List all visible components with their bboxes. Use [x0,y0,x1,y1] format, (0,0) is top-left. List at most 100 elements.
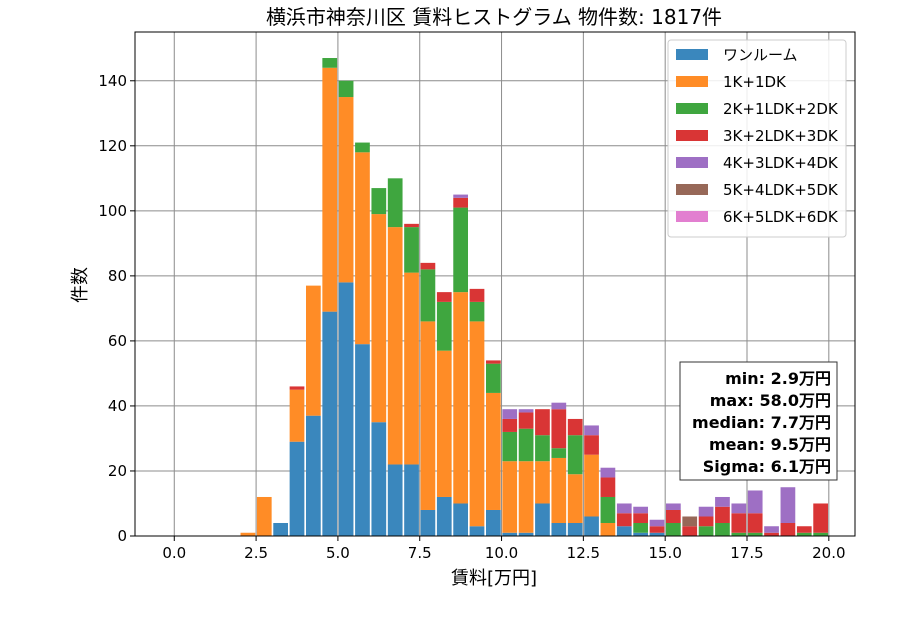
bar-segment [404,227,419,273]
legend-swatch [676,49,708,60]
stats-line: Sigma: 6.1万円 [703,457,831,476]
bar-segment [518,461,534,533]
bar-segment [355,344,370,536]
bar-segment [436,350,452,497]
bar-segment [535,461,550,504]
bar-segment [338,80,354,98]
bar-segment [584,425,599,436]
bar-segment [322,58,338,68]
bar-segment [469,301,485,322]
bar-segment [666,522,681,536]
x-tick-label: 15.0 [648,544,681,562]
bar-segment [535,409,550,436]
bar-segment [813,532,828,536]
bars [240,58,828,536]
y-axis-label: 件数 [70,267,91,303]
bar-segment [256,496,272,536]
bar-segment [420,509,436,536]
legend-box [667,39,847,238]
bar-segment [453,503,468,536]
bar-segment [502,418,518,432]
y-tick-label: 60 [108,332,127,350]
bar-segment [306,285,321,416]
bar-segment [453,207,468,293]
bar-segment [813,503,828,533]
bar-segment [240,532,256,536]
legend-label: 3K+2LDK+3DK [723,127,839,145]
legend-swatch [676,211,708,222]
bar-segment [469,526,485,536]
bar-segment [502,431,518,462]
bar-segment [322,311,338,536]
grid [135,32,855,537]
bar-segment [731,532,747,536]
chart-title: 横浜市神奈川区 賃料ヒストグラム 物件数: 1817件 [266,5,722,29]
legend-label: 2K+1LDK+2DK [723,100,839,118]
bar-segment [666,503,681,510]
bar-segment [682,526,698,536]
bar-segment [551,402,567,410]
bar-segment [780,487,796,523]
bar-segment [502,409,518,419]
bar-segment [338,282,354,536]
bar-segment [649,526,665,533]
bar-segment [420,269,436,322]
bar-segment [469,321,485,527]
bar-segment [518,532,534,536]
axis-ticks: 0.0 2.5 5.0 7.5 10.0 12.5 15.0 17.5 20.0 0 20 40 60 8… [98,72,845,562]
bar-segment [666,509,681,523]
x-tick-label: 17.5 [730,544,763,562]
bar-segment [633,532,648,536]
bar-segment [698,516,714,527]
bar-segment [518,412,534,429]
bar-segment [518,409,534,413]
legend-swatch [676,157,708,168]
bar-segment [273,522,288,536]
bar-segment [633,522,648,533]
bar-segment [567,435,583,475]
bar-segment [567,522,583,536]
bar-segment [698,526,714,536]
x-tick-label: 20.0 [812,544,845,562]
bar-segment [404,464,419,536]
bar-segment [682,516,698,527]
stats-box-frame [679,361,838,481]
bar-segment [436,496,452,536]
bar-segment [486,360,501,364]
bar-segment [747,513,763,533]
bar-segment [322,67,338,312]
stats-line: median: 7.7万円 [692,413,831,432]
bar-segment [698,506,714,517]
x-tick-label: 12.5 [567,544,600,562]
bar-segment [551,457,567,523]
bar-segment [649,532,665,536]
x-tick-label: 5.0 [326,544,350,562]
bar-segment [600,522,616,536]
legend-swatch [676,130,708,141]
legend-label: 5K+4LDK+5DK [723,181,839,199]
x-tick-label: 7.5 [408,544,432,562]
bar-segment [535,435,550,462]
bar-segment [371,188,387,215]
legend-label: ワンルーム [723,46,798,64]
y-tick-label: 40 [108,397,127,415]
y-tick-label: 120 [98,137,127,155]
bar-segment [600,467,616,478]
bar-segment [715,522,730,536]
y-tick-label: 20 [108,462,127,480]
bar-segment [502,532,518,536]
bar-segment [616,513,632,527]
bar-segment [371,214,387,423]
bar-segment [551,409,567,449]
legend-swatch [676,184,708,195]
bar-segment [420,262,436,270]
bar-segment [486,363,501,393]
bar-segment [306,415,321,536]
bar-segment [600,477,616,497]
legend-swatch [676,103,708,114]
legend-label: 4K+3LDK+4DK [723,154,839,172]
y-tick-label: 0 [117,527,127,545]
legend: ワンルーム 1K+1DK 2K+1LDK+2DK 3K+2LDK+3DK 4K+3LDK… [667,39,847,238]
